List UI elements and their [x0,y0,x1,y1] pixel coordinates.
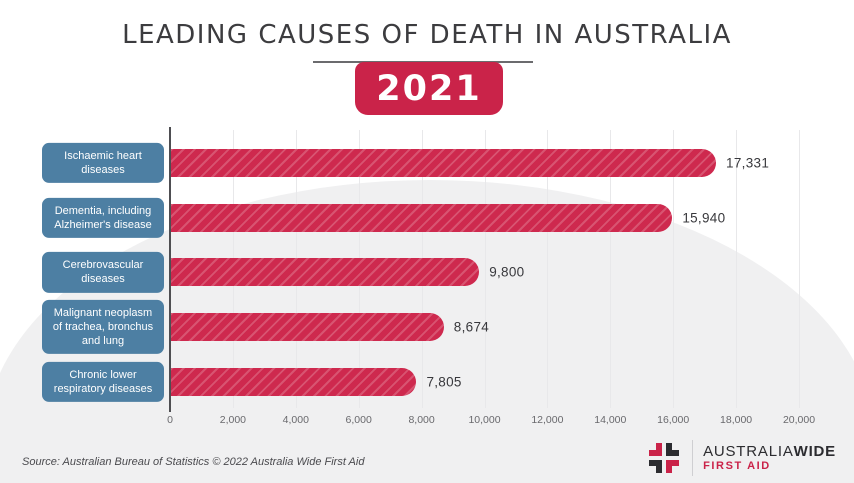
gridline [547,130,549,408]
x-tick-label: 8,000 [408,414,435,426]
year-badge: 2021 [355,62,503,115]
x-tick-label: 4,000 [282,414,309,426]
year-badge-label: 2021 [376,68,482,109]
gridline [673,130,675,408]
x-tick-label: 18,000 [720,414,753,426]
value-label: 7,805 [426,374,462,390]
logo-wordmark: AUSTRALIAWIDE FIRST AID [703,443,836,473]
gridline [484,130,486,408]
category-label: Dementia, including Alzheimer's disease [42,197,164,238]
bar [171,203,673,232]
bar [171,313,444,342]
x-tick-label: 10,000 [468,414,501,426]
page-title: LEADING CAUSES OF DEATH IN AUSTRALIA [122,20,732,50]
first-aid-cross-icon [649,443,680,473]
category-label: Chronic lower respiratory diseases [42,361,164,402]
gridline [610,130,612,408]
x-tick-label: 6,000 [345,414,372,426]
category-label: Malignant neoplasm of trachea, bronchus … [42,299,164,355]
x-tick-label: 0 [167,414,173,426]
logo-brand-name: AUSTRALIAWIDE [703,443,836,461]
x-tick-label: 16,000 [657,414,690,426]
bar [171,258,480,287]
logo-divider [692,440,694,476]
source-attribution: Source: Australian Bureau of Statistics … [22,456,365,468]
x-tick-label: 2,000 [219,414,247,426]
x-tick-label: 12,000 [531,414,564,426]
value-label: 17,331 [726,155,770,171]
x-tick-label: 14,000 [594,414,627,426]
value-label: 9,800 [489,264,525,280]
x-tick-label: 20,000 [782,414,816,426]
category-label: Cerebrovascular diseases [42,252,164,293]
value-label: 15,940 [682,210,726,226]
gridline [799,130,800,408]
gridline [736,130,738,408]
bar [171,367,417,396]
bar [171,149,717,177]
brand-logo: AUSTRALIAWIDE FIRST AID [646,440,836,476]
category-label: Ischaemic heart diseases [42,142,164,184]
axis-line [169,127,171,412]
logo-tagline: FIRST AID [703,460,771,473]
value-label: 8,674 [453,319,490,335]
